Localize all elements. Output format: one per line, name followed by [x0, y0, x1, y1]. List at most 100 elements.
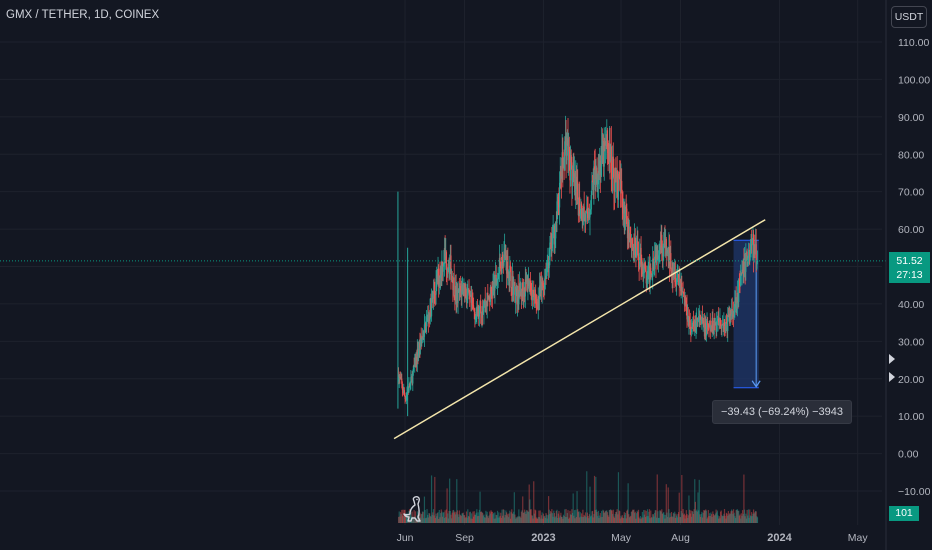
candle-body	[743, 253, 746, 278]
volume-bar	[500, 517, 502, 523]
volume-bar	[698, 479, 700, 523]
volume-bar	[553, 513, 556, 523]
candle-body	[488, 296, 490, 299]
candle-body	[492, 285, 494, 297]
volume-bar	[520, 511, 523, 523]
volume-bar	[483, 514, 485, 523]
volume-bar	[753, 509, 755, 523]
candle-body	[685, 300, 687, 306]
candle-body	[500, 271, 502, 273]
volume-bar	[752, 513, 754, 523]
candle-body	[516, 288, 518, 305]
volume-bar	[444, 510, 446, 523]
candle-body	[615, 170, 618, 179]
volume-bar	[744, 516, 746, 523]
currency-button[interactable]: USDT	[891, 6, 927, 28]
volume-bar	[621, 517, 623, 523]
candle-body	[499, 257, 501, 262]
candle-body	[744, 253, 746, 272]
volume-bar	[487, 516, 489, 523]
volume-bar	[447, 513, 449, 523]
candle-body	[628, 222, 630, 243]
volume-bar	[607, 515, 609, 523]
volume-bar	[426, 509, 428, 523]
candle-body	[649, 267, 651, 283]
alert-arrow-icon[interactable]	[889, 354, 895, 364]
candle-body	[703, 323, 706, 337]
volume-bar	[736, 509, 739, 523]
candle-body	[402, 390, 404, 394]
volume-bar	[610, 509, 612, 523]
candle-body	[699, 314, 701, 316]
candle-body	[535, 294, 537, 300]
volume-bar	[533, 481, 535, 523]
volume-bar	[560, 516, 563, 523]
volume-bar	[631, 511, 633, 523]
volume-bar	[492, 514, 494, 523]
volume-bar	[565, 509, 567, 523]
candle-body	[751, 242, 753, 246]
volume-bar	[583, 514, 585, 523]
candle-body	[732, 310, 735, 318]
volume-bar	[640, 518, 642, 523]
candle-body	[480, 301, 482, 314]
volume-bar	[601, 517, 603, 523]
candle-body	[679, 279, 681, 287]
candle-body	[410, 376, 413, 378]
volume-bar	[664, 518, 666, 523]
alert-arrow-icon[interactable]	[889, 372, 895, 382]
candle-body	[622, 201, 624, 214]
volume-bar	[610, 510, 612, 523]
volume-bar	[681, 475, 683, 523]
volume-bar	[480, 511, 482, 523]
candle-body	[566, 138, 568, 146]
candle-body	[640, 247, 642, 268]
volume-bar	[457, 514, 459, 523]
candle-body	[702, 320, 704, 324]
volume-bar	[534, 509, 536, 523]
candle-body	[526, 280, 528, 282]
candle-body	[660, 234, 662, 250]
candle-body	[522, 283, 524, 291]
candle-body	[725, 321, 727, 332]
candle-body	[444, 247, 446, 257]
candle-body	[599, 161, 601, 176]
y-tick-label: 110.00	[898, 37, 929, 49]
last-price-value: 51.52	[896, 255, 923, 267]
volume-bar	[603, 512, 605, 523]
volume-bar	[523, 512, 525, 523]
volume-bar	[456, 479, 458, 523]
volume-bar	[538, 517, 541, 523]
volume-bar	[526, 510, 528, 523]
candle-body	[599, 161, 601, 173]
volume-bar	[555, 510, 557, 523]
candle-body	[673, 272, 675, 278]
candle-body	[734, 297, 737, 301]
candle-body	[628, 232, 631, 243]
volume-bar	[652, 514, 654, 523]
volume-bar	[577, 509, 579, 523]
volume-bar	[421, 513, 423, 523]
candle-body	[718, 321, 720, 324]
candle-body	[612, 156, 614, 179]
volume-bar	[633, 509, 635, 523]
candle-body	[591, 180, 594, 183]
volume-bar	[503, 509, 505, 523]
volume-bar	[438, 510, 440, 523]
volume-bar	[401, 515, 404, 523]
candle-body	[720, 325, 722, 329]
candle-body	[733, 306, 735, 318]
candle-body	[690, 328, 692, 333]
volume-bar	[590, 516, 592, 523]
candle-body	[429, 298, 431, 320]
volume-bar	[734, 516, 736, 523]
candle-body	[586, 208, 588, 212]
volume-bar	[413, 509, 415, 523]
candle-body	[546, 268, 548, 279]
candle-body	[400, 378, 402, 380]
candle-body	[449, 264, 451, 274]
volume-bar	[670, 511, 673, 523]
x-tick-label: Aug	[671, 532, 690, 544]
volume-bar	[471, 518, 473, 523]
